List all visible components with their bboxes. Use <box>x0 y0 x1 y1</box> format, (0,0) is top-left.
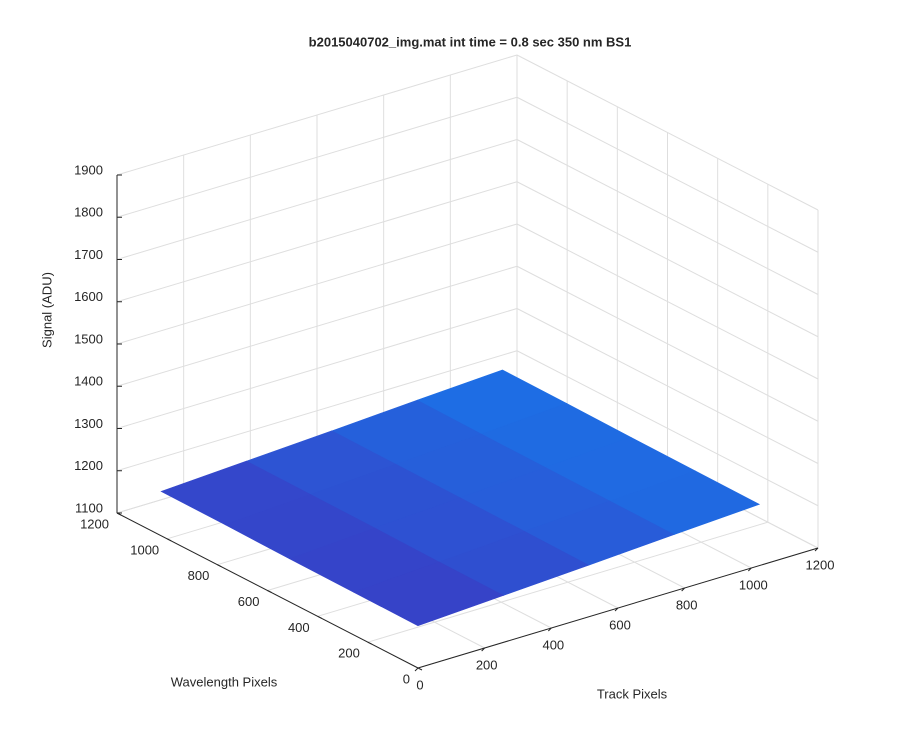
grid-line <box>116 96 518 218</box>
x-axis-label: Track Pixels <box>597 686 668 701</box>
z-tick-label: 1700 <box>74 247 103 262</box>
y-tick <box>166 538 172 542</box>
y-tick-label: 0 <box>403 671 410 686</box>
z-tick-label: 1500 <box>74 331 103 346</box>
y-tick <box>217 564 222 568</box>
y-axis-label: Wavelength Pixels <box>171 674 278 689</box>
grid-line <box>116 308 518 429</box>
z-tick-label: 1400 <box>74 374 103 389</box>
x-tick-label: 0 <box>416 677 423 692</box>
grid-line <box>116 223 518 345</box>
grid-line <box>116 350 518 472</box>
grid-line <box>367 521 768 643</box>
x-tick-label: 1200 <box>806 557 835 572</box>
y-tick-label: 400 <box>288 620 310 635</box>
x-tick <box>614 607 619 612</box>
y-tick-label: 1000 <box>130 542 159 557</box>
x-tick-label: 800 <box>676 597 698 612</box>
y-tick-label: 600 <box>238 594 260 609</box>
z-tick-label: 1300 <box>74 416 103 431</box>
grid-line <box>516 223 819 380</box>
x-tick <box>481 647 486 652</box>
grid-line <box>516 181 819 338</box>
y-tick-label: 800 <box>188 568 210 583</box>
y-tick <box>267 590 272 593</box>
y-tick <box>367 641 373 645</box>
y-tick <box>317 615 322 619</box>
z-tick-label: 1100 <box>75 500 103 515</box>
grid-line <box>516 265 819 422</box>
y-tick-label: 200 <box>338 646 360 661</box>
z-tick-label: 1200 <box>74 458 103 473</box>
x-tick <box>747 567 752 572</box>
x-tick-label: 1000 <box>739 577 768 592</box>
x-tick <box>414 667 419 672</box>
x-tick <box>681 587 686 592</box>
x-tick <box>814 547 819 552</box>
chart-title: b2015040702_img.mat int time = 0.8 sec 3… <box>309 34 632 49</box>
grid-line <box>516 96 819 253</box>
grid-line <box>116 181 518 303</box>
z-tick-label: 1900 <box>74 162 103 177</box>
x-tick-label: 400 <box>542 637 564 652</box>
x-tick-label: 600 <box>609 617 631 632</box>
grid-line <box>116 139 518 260</box>
y-tick-label: 1200 <box>80 516 109 531</box>
x-tick-label: 200 <box>476 657 498 672</box>
grid-line <box>116 265 518 387</box>
grid-line <box>516 350 819 507</box>
surface-patch <box>353 561 505 627</box>
y-tick <box>417 667 423 671</box>
z-tick-label: 1800 <box>74 205 103 220</box>
z-tick-label: 1600 <box>74 289 103 304</box>
x-tick <box>547 627 552 632</box>
z-axis-label: Signal (ADU) <box>39 272 54 348</box>
grid-line <box>516 139 819 295</box>
grid-line <box>516 54 819 211</box>
grid-line <box>516 308 819 464</box>
grid-line <box>116 54 518 176</box>
